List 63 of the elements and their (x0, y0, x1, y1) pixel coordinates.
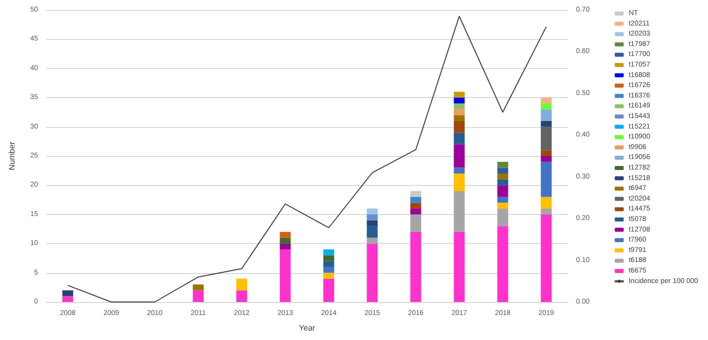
bar (540, 162, 552, 197)
bar (366, 238, 378, 244)
bar (366, 220, 378, 226)
bar (366, 244, 378, 302)
bar (280, 238, 291, 244)
bar (192, 290, 204, 302)
bar (323, 266, 334, 273)
bar (454, 144, 465, 168)
bar (454, 191, 465, 232)
line-series (67, 16, 547, 302)
bar (540, 156, 552, 162)
bar (454, 115, 465, 121)
bar (454, 174, 465, 192)
bar (540, 98, 552, 104)
bar (323, 272, 334, 279)
bar (497, 179, 508, 186)
bar (454, 92, 465, 98)
bar (540, 109, 552, 121)
bar (323, 249, 334, 256)
bar (497, 168, 508, 174)
bar (410, 202, 422, 209)
bar (410, 191, 422, 197)
bar (236, 278, 248, 290)
bar (497, 174, 508, 180)
bar (62, 296, 74, 302)
bar (497, 185, 508, 197)
bar (366, 226, 378, 238)
bar (454, 120, 465, 133)
bar (323, 255, 334, 262)
bar (454, 232, 465, 302)
bar (280, 232, 291, 238)
bar (323, 261, 334, 267)
bar (497, 196, 508, 203)
bar (540, 208, 552, 214)
bar (540, 126, 552, 150)
bar (192, 284, 204, 290)
bar (497, 162, 508, 168)
x-axis-title: Year (298, 324, 316, 332)
bar (497, 208, 508, 226)
bar (497, 226, 508, 302)
y-axis-title: Number (8, 141, 16, 170)
bar (410, 196, 422, 203)
bar (540, 120, 552, 127)
bar (540, 196, 552, 209)
bar (366, 208, 378, 214)
bar (410, 214, 422, 232)
bar (236, 290, 248, 302)
bar (540, 150, 552, 156)
bar (366, 214, 378, 220)
bar (280, 249, 291, 302)
bar (497, 202, 508, 209)
bar (323, 278, 334, 302)
bar (280, 244, 291, 250)
bar (410, 208, 422, 214)
bar (410, 232, 422, 302)
bar (454, 98, 465, 104)
bar (454, 168, 465, 174)
bar (454, 103, 465, 110)
bar (454, 109, 465, 116)
bar (540, 214, 552, 302)
bar (540, 103, 552, 110)
bar (454, 132, 465, 144)
bar (62, 290, 74, 296)
